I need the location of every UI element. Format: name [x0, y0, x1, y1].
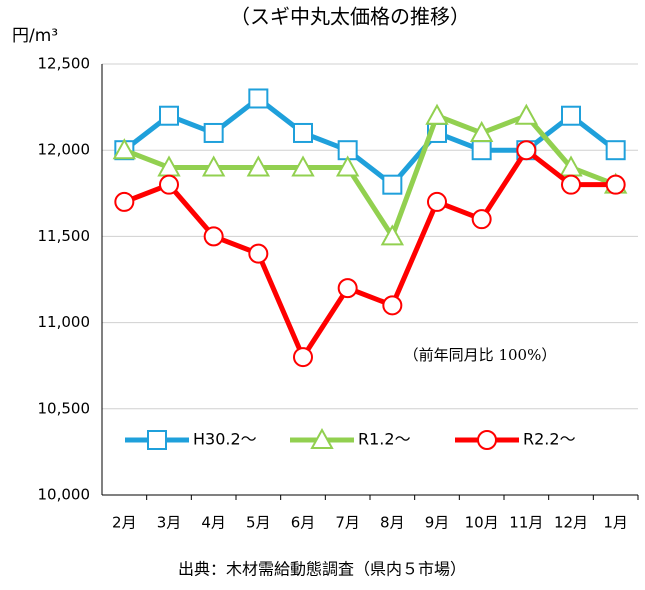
legend-label: R1.2〜 — [358, 430, 411, 449]
marker — [469, 120, 494, 142]
marker — [246, 155, 271, 177]
marker — [335, 155, 360, 177]
marker — [561, 105, 581, 126]
x-tick-label: 4月 — [201, 514, 226, 532]
marker — [248, 243, 269, 264]
marker — [337, 278, 358, 299]
y-tick-label: 12,000 — [38, 141, 91, 159]
y-unit: 円/m³ — [12, 26, 58, 46]
y-tick-label: 11,500 — [38, 227, 91, 245]
marker — [203, 226, 224, 247]
series-line — [122, 95, 618, 188]
marker — [561, 174, 581, 195]
x-tick-label: 8月 — [380, 514, 405, 532]
marker — [380, 224, 405, 246]
source: 出典：木材需給動態調査（県内５市場） — [178, 560, 466, 579]
x-tick-label: 5月 — [246, 514, 271, 532]
marker — [293, 347, 313, 368]
marker — [203, 122, 224, 143]
marker — [605, 140, 626, 161]
y-tick-label: 11,000 — [38, 313, 91, 331]
marker — [425, 103, 449, 125]
legend-label: R2.2〜 — [523, 430, 576, 449]
marker — [516, 140, 537, 161]
x-tick-label: 12月 — [554, 514, 588, 532]
marker — [248, 88, 269, 109]
marker — [605, 174, 626, 195]
x-tick-label: 1月 — [603, 514, 628, 532]
marker — [382, 295, 403, 316]
x-tick-label: 7月 — [335, 514, 360, 532]
y-tick-label: 10,000 — [38, 486, 91, 504]
y-tick-label: 12,500 — [38, 55, 91, 73]
marker — [310, 427, 334, 449]
marker — [112, 138, 137, 160]
series-line — [123, 147, 616, 360]
x-tick-label: 9月 — [425, 514, 450, 532]
marker — [147, 430, 167, 450]
marker — [471, 209, 492, 230]
x-tick-label: 10月 — [465, 514, 499, 532]
x-tick-label: 11月 — [509, 514, 543, 532]
marker — [114, 191, 135, 212]
y-tick-label: 10,500 — [38, 399, 91, 417]
x-tick-label: 2月 — [112, 514, 137, 532]
annotation: （前年同月比 100%） — [404, 346, 557, 364]
marker — [291, 155, 315, 177]
marker — [293, 122, 313, 143]
legend-label: H30.2〜 — [193, 430, 257, 449]
x-tick-label: 6月 — [291, 514, 316, 532]
marker — [477, 430, 497, 450]
x-tick-label: 3月 — [157, 514, 182, 532]
marker — [201, 155, 226, 177]
chart-title: （スギ中丸太価格の推移） — [230, 5, 470, 29]
marker — [471, 140, 492, 161]
marker — [382, 174, 403, 195]
marker — [159, 174, 179, 195]
marker — [159, 105, 179, 126]
marker — [427, 191, 447, 212]
marker — [514, 103, 539, 125]
